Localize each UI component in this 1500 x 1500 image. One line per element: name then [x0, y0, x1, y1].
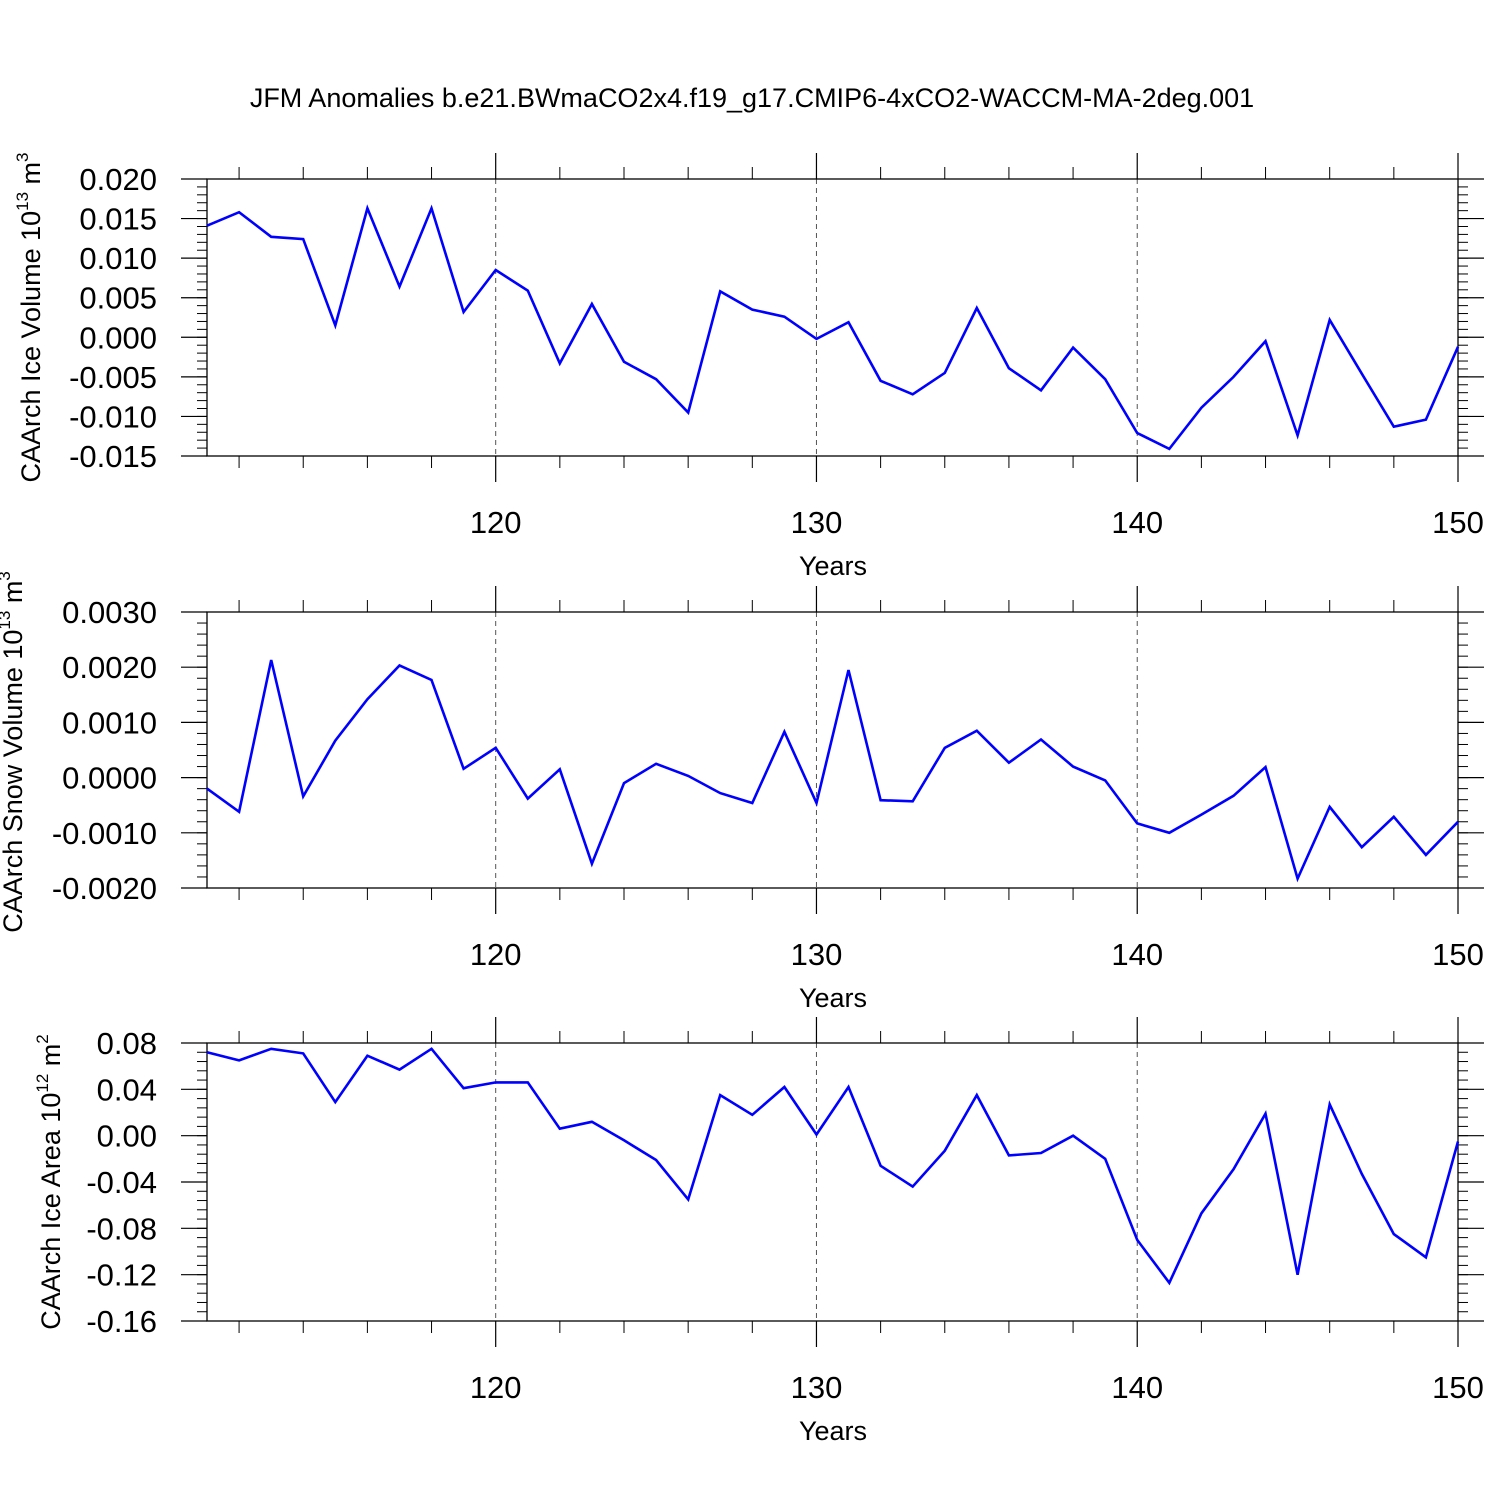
y-tick-label: -0.08: [86, 1211, 157, 1246]
x-tick-label: 120: [470, 937, 522, 972]
x-tick-label: 130: [791, 505, 843, 540]
panels: 120 130 140 150 0.020 0.015 0.010 0.005 0.000 -0.…: [0, 152, 1484, 1446]
y-axis-label: CAArch Ice Volume 1013 m3: [13, 152, 46, 482]
y-tick-label: 0.00: [97, 1119, 157, 1154]
x-tick-label: 120: [470, 505, 522, 540]
x-tick-label: 120: [470, 1370, 522, 1405]
x-tick-label: 150: [1432, 1370, 1484, 1405]
figure-title: JFM Anomalies b.e21.BWmaCO2x4.f19_g17.CM…: [250, 83, 1254, 113]
x-tick-label: 140: [1111, 1370, 1163, 1405]
plot-frame: [206, 611, 1459, 889]
x-axis-label: Years: [799, 983, 867, 1013]
y-axis-label: CAArch Ice Area 1012 m2: [33, 1034, 66, 1330]
x-tick-label: 150: [1432, 505, 1484, 540]
plot-frame: [206, 178, 1459, 457]
y-tick-label: 0.0000: [62, 761, 157, 796]
y-tick-label: -0.005: [69, 360, 157, 395]
x-tick-label: 140: [1111, 505, 1163, 540]
y-tick-label: 0.04: [97, 1072, 157, 1107]
y-tick-label: 0.08: [97, 1026, 157, 1061]
y-tick-label: -0.16: [86, 1304, 157, 1339]
plot-frame: [206, 1042, 1459, 1322]
y-tick-label: -0.04: [86, 1165, 157, 1200]
x-axis-label: Years: [799, 551, 867, 581]
x-tick-label: 130: [791, 937, 843, 972]
y-tick-label: -0.12: [86, 1258, 157, 1293]
y-tick-label: 0.0020: [62, 650, 157, 685]
y-tick-label: 0.000: [79, 320, 157, 355]
y-tick-label: -0.0020: [52, 871, 157, 906]
series-line: [206, 659, 1459, 883]
x-axis-label: Years: [799, 1416, 867, 1446]
y-tick-label: 0.0010: [62, 705, 157, 740]
x-tick-label: 130: [791, 1370, 843, 1405]
y-tick-label: -0.015: [69, 439, 157, 474]
series-line: [206, 1047, 1460, 1286]
y-tick-label: -0.0010: [52, 816, 157, 851]
series-line: [206, 204, 1460, 451]
x-tick-label: 140: [1111, 937, 1163, 972]
y-tick-label: 0.020: [79, 162, 157, 197]
y-tick-label: 0.015: [79, 202, 157, 237]
y-tick-label: 0.010: [79, 241, 157, 276]
x-tick-label: 150: [1432, 937, 1484, 972]
y-tick-label: 0.005: [79, 281, 157, 316]
y-tick-label: 0.0030: [62, 595, 157, 630]
panel-3: 120 130 140 150 0.08 0.04 0.00 -0.04 -0.08 -0.12 -…: [33, 1017, 1484, 1446]
panel-2: 120 130 140 150 0.0030 0.0020 0.0010 0.0000 -0.0…: [0, 571, 1484, 1013]
y-axis-label: CAArch Snow Volume 1013 m3: [0, 571, 28, 933]
y-tick-label: -0.010: [69, 399, 157, 434]
panel-1: 120 130 140 150 0.020 0.015 0.010 0.005 0.000 -0.…: [13, 152, 1484, 581]
